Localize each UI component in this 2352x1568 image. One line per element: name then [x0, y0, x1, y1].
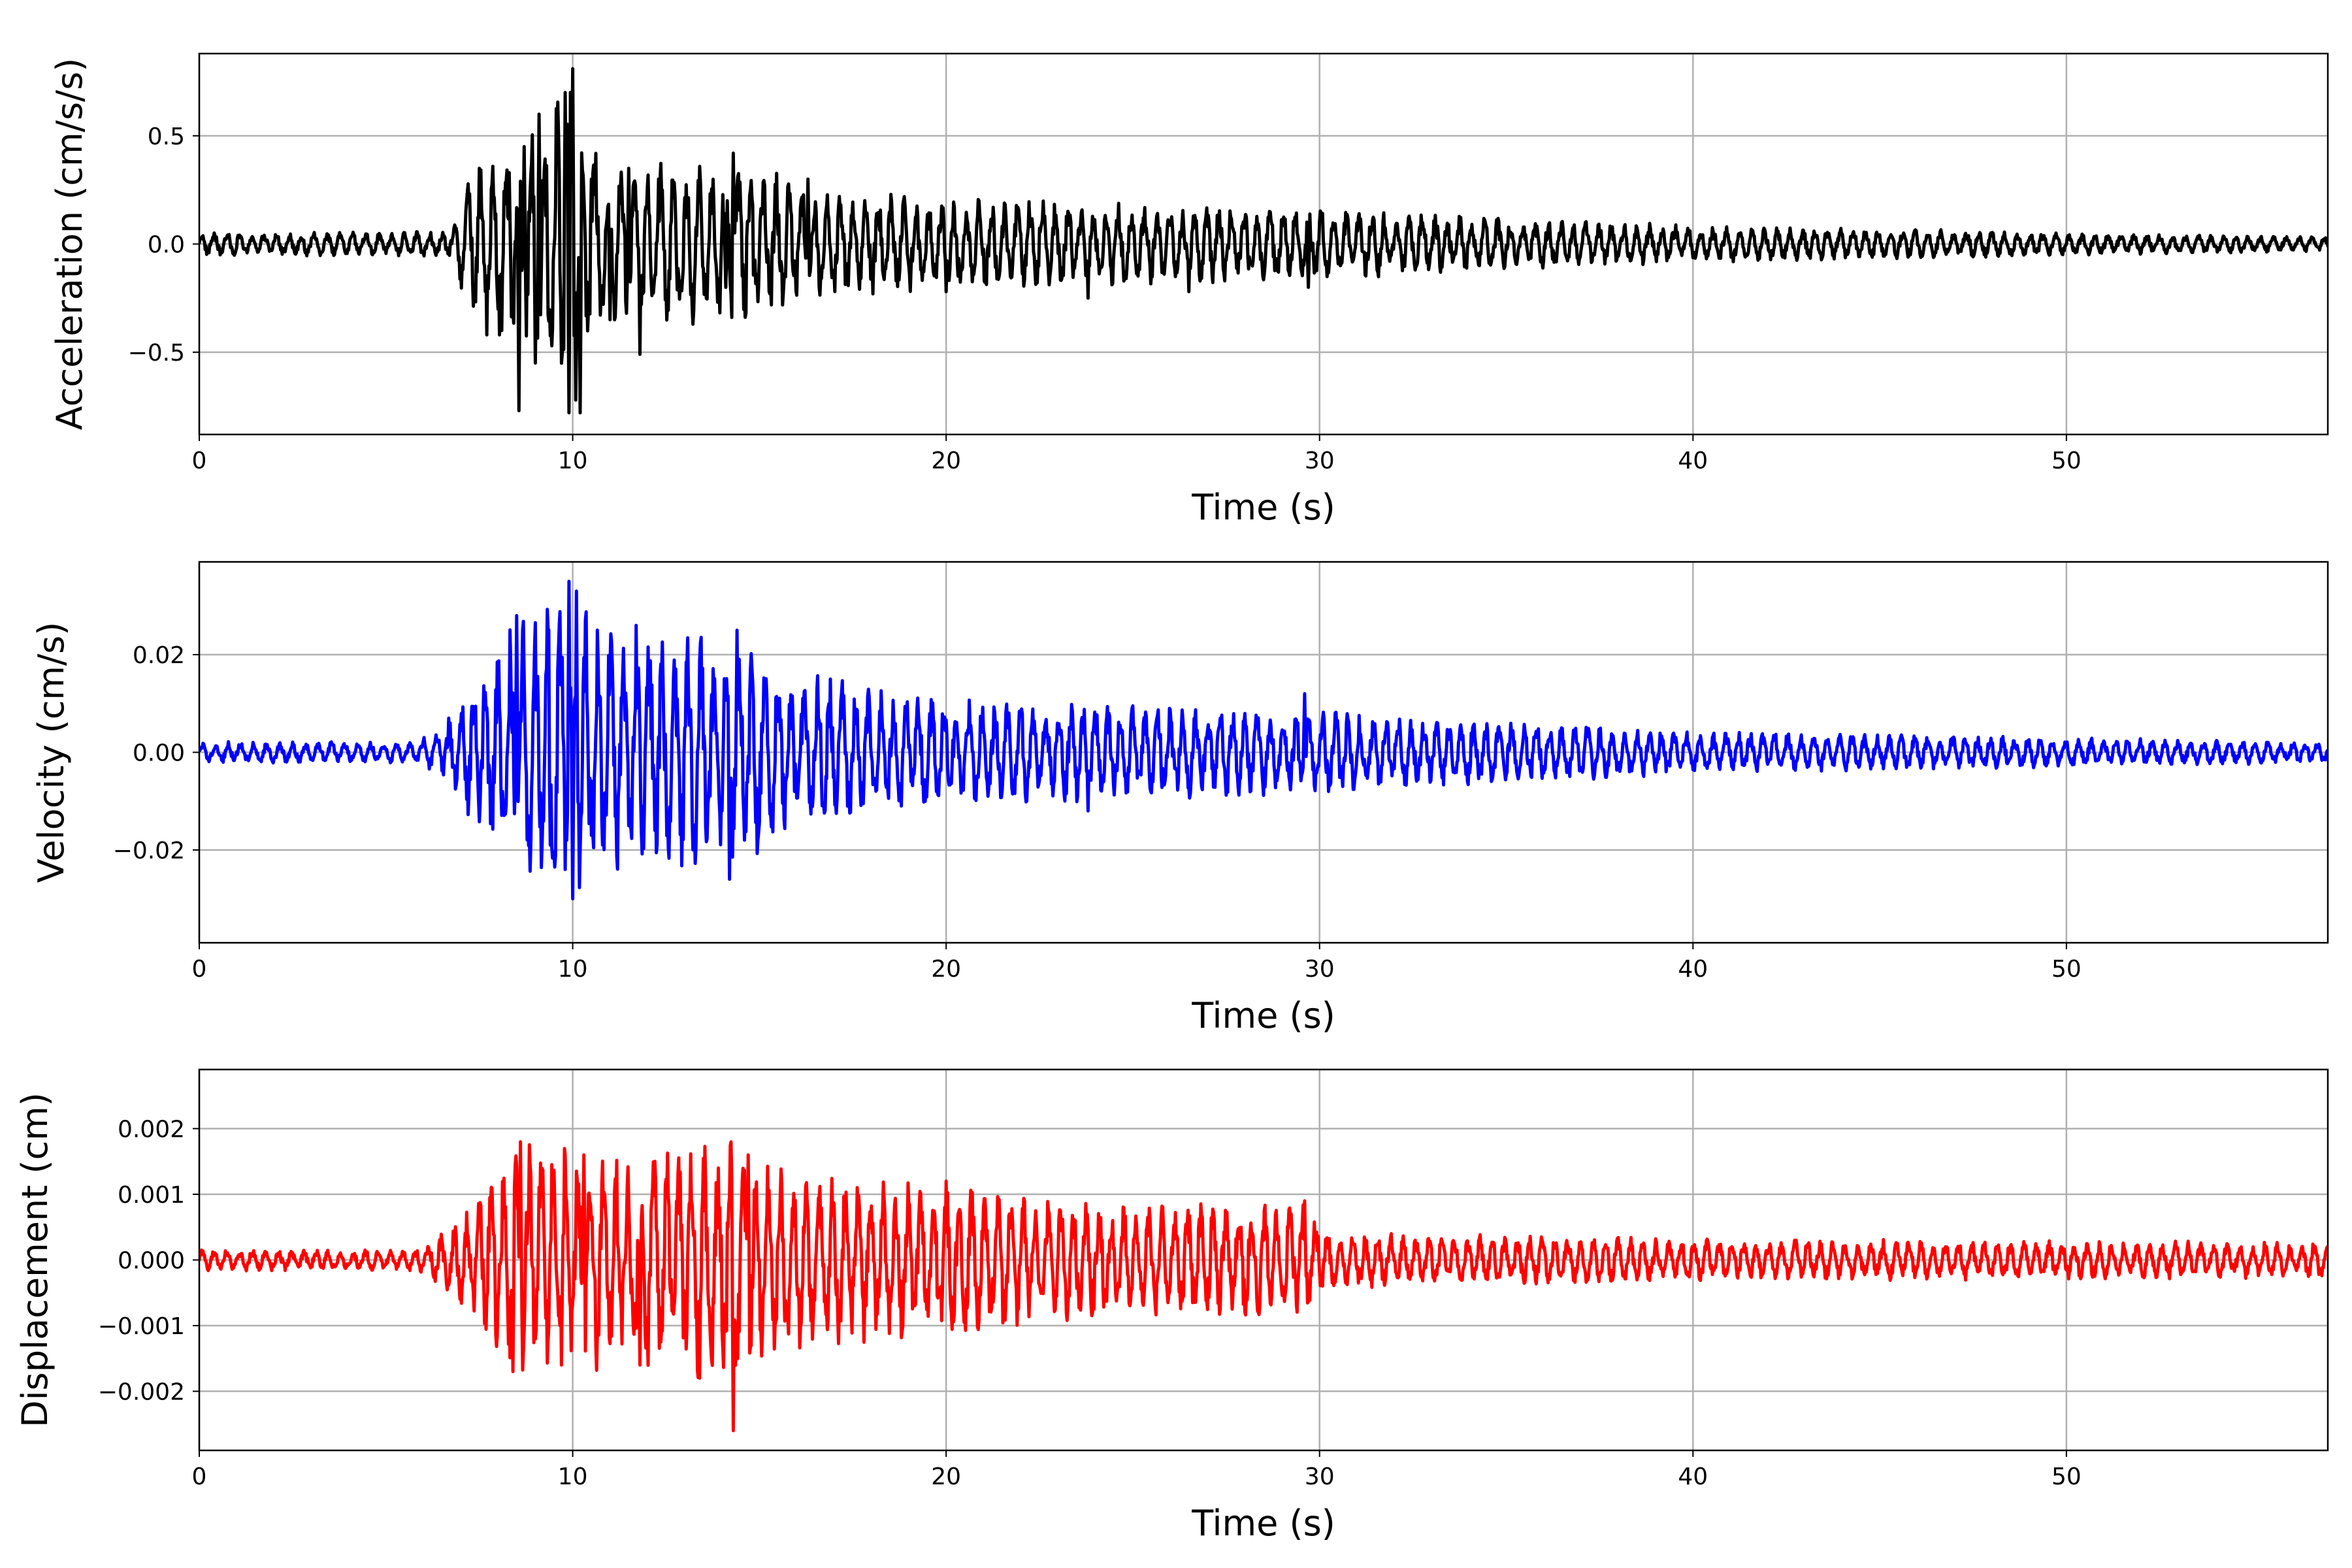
velocity-ytick-label: 0.02 [133, 642, 185, 669]
velocity-panel: 0 10 20 30 40 50 −0.02 0.00 0.02 Time (s) Velocity… [31, 561, 2329, 1036]
displacement-series-line [199, 1140, 2328, 1433]
acceleration-panel: 0 10 20 30 40 50 −0.5 0.0 0.5 Time (s) Acceleratio… [49, 52, 2329, 528]
acceleration-y-axis-label: Acceleration (cm/s/s) [49, 58, 90, 431]
velocity-xtick-label: 20 [931, 956, 961, 983]
acceleration-xtick-label: 20 [931, 448, 961, 474]
displacement-xtick-label: 0 [192, 1463, 207, 1490]
displacement-panel: 0 10 20 30 40 50 −0.002 −0.001 0.000 0.001 0.002 Ti… [14, 1068, 2329, 1544]
velocity-ytick-label: 0.00 [133, 740, 185, 767]
displacement-ytick-label: −0.001 [98, 1313, 185, 1340]
displacement-x-axis-label: Time (s) [1191, 1503, 1335, 1544]
displacement-xtick-label: 20 [931, 1463, 961, 1490]
velocity-xtick-label: 30 [1305, 956, 1335, 983]
velocity-xtick-label: 10 [558, 956, 588, 983]
displacement-ytick-label: 0.000 [118, 1248, 185, 1275]
acceleration-xtick-label: 50 [2051, 448, 2082, 474]
acceleration-ytick-label: −0.5 [128, 340, 185, 367]
displacement-xtick-label: 30 [1305, 1463, 1335, 1490]
velocity-xtick-label: 0 [192, 956, 207, 983]
acceleration-ytick-label: 0.5 [148, 123, 185, 150]
acceleration-xtick-label: 10 [558, 448, 588, 474]
displacement-xtick-label: 10 [558, 1463, 588, 1490]
displacement-xtick-label: 40 [1678, 1463, 1708, 1490]
displacement-y-axis-label: Displacement (cm) [14, 1092, 56, 1428]
displacement-xtick-label: 50 [2051, 1463, 2082, 1490]
acceleration-xtick-label: 40 [1678, 448, 1708, 474]
velocity-xtick-label: 50 [2051, 956, 2082, 983]
displacement-ytick-label: −0.002 [98, 1379, 185, 1406]
displacement-ytick-label: 0.002 [118, 1116, 185, 1143]
velocity-y-axis-label: Velocity (cm/s) [31, 622, 72, 883]
velocity-xtick-label: 40 [1678, 956, 1708, 983]
velocity-x-axis-label: Time (s) [1191, 995, 1335, 1036]
acceleration-xtick-label: 30 [1305, 448, 1335, 474]
acceleration-xtick-label: 0 [192, 448, 207, 474]
displacement-ytick-label: 0.001 [118, 1182, 185, 1209]
acceleration-ytick-label: 0.0 [148, 232, 185, 259]
velocity-series-line [199, 580, 2328, 901]
velocity-ytick-label: −0.02 [113, 838, 185, 864]
acceleration-x-axis-label: Time (s) [1191, 487, 1335, 528]
acceleration-series-line [199, 67, 2328, 415]
